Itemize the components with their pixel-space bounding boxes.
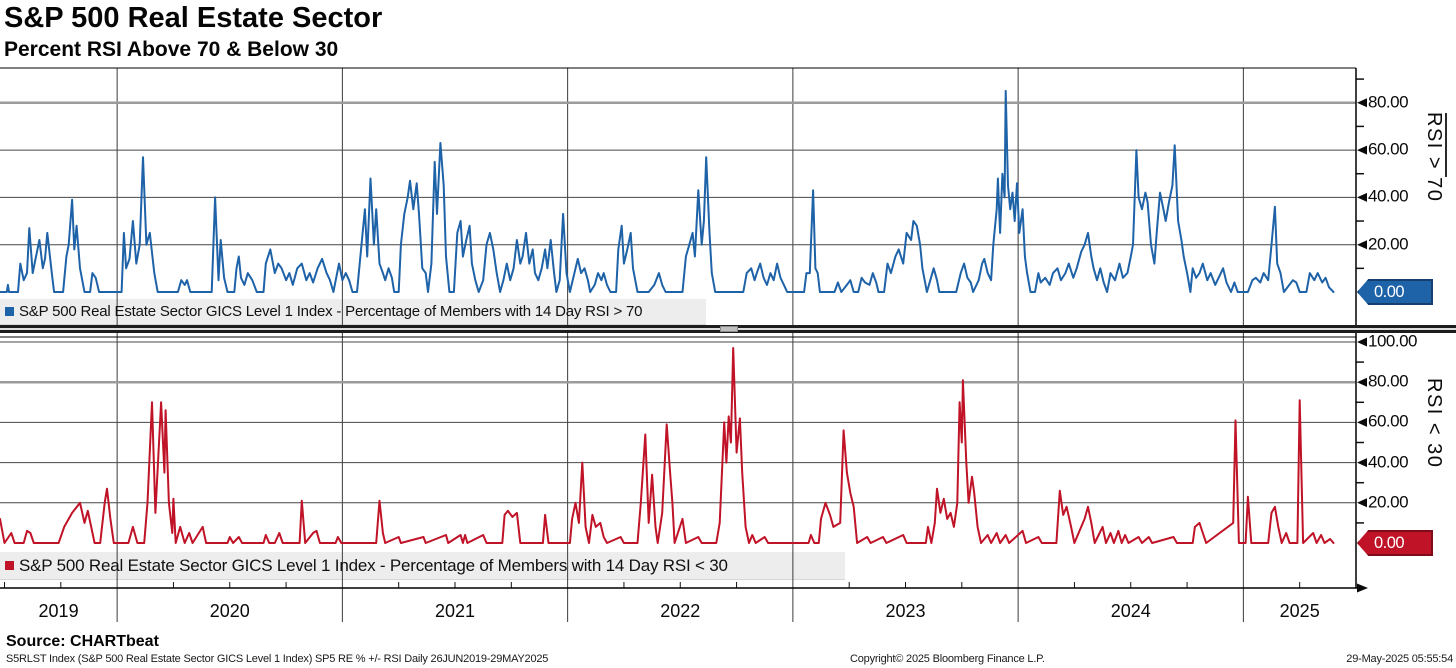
security-description: S5RLST Index (S&P 500 Real Estate Sector… [6,653,549,665]
y-tick-label: 60.00 [1368,139,1409,159]
legend-label: S&P 500 Real Estate Sector GICS Level 1 … [19,303,643,320]
page-title: S&P 500 Real Estate Sector [4,2,383,34]
timestamp: 29-May-2025 05:55:54 [1346,653,1453,665]
page-subtitle: Percent RSI Above 70 & Below 30 [4,38,339,61]
legend-rsi-below-30[interactable]: S&P 500 Real Estate Sector GICS Level 1 … [5,552,728,579]
x-axis-year-label: 2024 [1110,601,1151,621]
x-axis-year-label: 2020 [209,601,250,621]
y-tick-label: 100.00 [1368,331,1418,351]
last-value-label: 0.00 [1374,533,1405,552]
last-value-badge-red: 0.00 [1357,530,1433,556]
last-value-badge-blue: 0.00 [1357,279,1433,305]
copyright-notice: Copyright© 2025 Bloomberg Finance L.P. [850,653,1045,665]
y-axis-title-rsi-below-30: RSI < 30 [1423,378,1445,469]
y-tick-label: 40.00 [1368,186,1409,206]
x-axis-year-label: 2022 [660,601,701,621]
legend-label: S&P 500 Real Estate Sector GICS Level 1 … [19,555,728,575]
y-tick-label: 60.00 [1368,411,1409,431]
panel-splitter-handle[interactable] [720,326,738,332]
x-axis-year-label: 2019 [38,601,79,621]
blue-series-swatch-icon [5,307,14,316]
y-tick-label: 80.00 [1368,371,1409,391]
last-value-label: 0.00 [1374,282,1405,301]
x-axis-year-label: 2025 [1279,601,1320,621]
window-edge-mark [1445,113,1447,177]
y-tick-label: 80.00 [1368,92,1409,112]
source-label: Source: CHARTbeat [6,633,159,650]
y-tick-label: 40.00 [1368,452,1409,472]
legend-rsi-above-70[interactable]: S&P 500 Real Estate Sector GICS Level 1 … [5,299,643,324]
legend-strip-rsi-above-70[interactable] [0,299,706,325]
red-series-swatch-icon [5,561,14,570]
y-axis-title-rsi-above-70: RSI > 70 [1423,112,1445,203]
y-tick-label: 20.00 [1368,234,1409,254]
x-axis-year-label: 2021 [434,601,476,621]
x-axis-year-label: 2023 [885,601,926,621]
y-tick-label: 20.00 [1368,492,1409,512]
legend-strip-rsi-below-30[interactable] [0,552,845,580]
